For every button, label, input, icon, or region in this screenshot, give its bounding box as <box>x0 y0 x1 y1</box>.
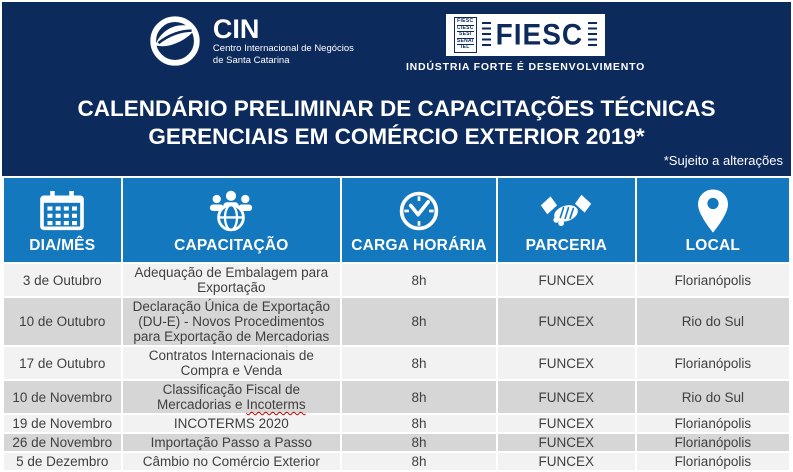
logos-row: CIN Centro Internacional de Negócios de … <box>2 14 791 88</box>
misspelled-word: Incoterms <box>246 397 306 412</box>
table-row: 5 de Dezembro Câmbio no Comércio Exterior… <box>4 453 789 470</box>
table-body: 3 de Outubro Adequação de Embalagem para … <box>4 264 789 470</box>
table-row: 10 de Novembro Classificação Fiscal de Me… <box>4 381 789 413</box>
cell-carga: 8h <box>342 264 496 296</box>
table-row: 10 de Outubro Declaração Única de Exporta… <box>4 298 789 345</box>
table-header: DIA/MÊS <box>4 178 789 262</box>
calendar-icon <box>40 185 85 237</box>
schedule-table: DIA/MÊS <box>2 176 791 472</box>
table-row: 26 de Novembro Importação Passo a Passo 8h… <box>4 434 789 451</box>
cell-dia: 19 de Novembro <box>4 415 121 432</box>
cin-globe-swoosh-icon <box>148 14 202 68</box>
cin-name-line2: de Santa Catarina <box>212 54 290 66</box>
column-header-label: PARCERIA <box>525 237 608 254</box>
header-band: CIN Centro Internacional de Negócios de … <box>2 2 791 176</box>
column-header-carga-horaria: CARGA HORÁRIA <box>342 178 496 262</box>
cell-parceria: FUNCEX <box>497 415 635 432</box>
fiesc-stripes-left <box>481 22 491 48</box>
cell-parceria: FUNCEX <box>497 434 635 451</box>
table-row: 17 de Outubro Contratos Internacionais de… <box>4 347 789 379</box>
cell-parceria: FUNCEX <box>497 264 635 296</box>
fiesc-system-entity: FIESC <box>456 18 474 26</box>
cin-logo: CIN Centro Internacional de Negócios de … <box>148 14 354 68</box>
cin-name-line1: Centro Internacional de Negócios <box>212 43 354 54</box>
column-header-local: LOCAL <box>636 178 789 262</box>
fiesc-system-entity: SESI <box>456 32 474 39</box>
cell-carga: 8h <box>342 434 496 451</box>
fiesc-logo: FIESC CIESC SESI SENAI IEL FIESC INDÚSTRIA F… <box>406 14 645 73</box>
cell-capacitacao: Câmbio no Comércio Exterior <box>122 453 341 470</box>
cell-dia: 10 de Outubro <box>4 298 121 345</box>
fiesc-tagline: INDÚSTRIA FORTE É DESENVOLVIMENTO <box>405 61 646 73</box>
cell-local: Florianópolis <box>636 434 789 451</box>
cell-local: Rio do Sul <box>636 381 789 413</box>
handshake-icon <box>540 185 592 237</box>
column-header-dia-mes: DIA/MÊS <box>4 178 121 262</box>
column-header-label: DIA/MÊS <box>29 237 96 254</box>
cell-capacitacao: Importação Passo a Passo <box>122 434 341 451</box>
table-row: 19 de Novembro INCOTERMS 2020 8h FUNCEX Flor… <box>4 415 789 432</box>
cell-capacitacao: INCOTERMS 2020 <box>122 415 341 432</box>
cell-carga: 8h <box>342 453 496 470</box>
cell-capacitacao: Declaração Única de Exportação (DU-E) - … <box>122 298 341 345</box>
column-header-capacitacao: CAPACITAÇÃO <box>122 178 341 262</box>
cell-carga: 8h <box>342 415 496 432</box>
people-globe-icon <box>207 185 255 237</box>
cell-capacitacao: Classificação Fiscal de Mercadorias e In… <box>122 381 341 413</box>
page-title: CALENDÁRIO PRELIMINAR DE CAPACITAÇÕES TÉ… <box>2 95 791 151</box>
clock-icon <box>396 185 442 237</box>
cell-parceria: FUNCEX <box>497 347 635 379</box>
cell-dia: 17 de Outubro <box>4 347 121 379</box>
cell-local: Rio do Sul <box>636 298 789 345</box>
fiesc-system-list: FIESC CIESC SESI SENAI IEL <box>453 17 477 53</box>
cin-acronym: CIN <box>212 14 260 44</box>
column-header-label: CARGA HORÁRIA <box>351 237 487 254</box>
fiesc-stripes-right <box>588 22 598 48</box>
cell-dia: 10 de Novembro <box>4 381 121 413</box>
column-header-label: LOCAL <box>685 237 741 254</box>
page-title-line2: GERENCIAIS EM COMÉRCIO EXTERIOR 2019* <box>148 124 645 149</box>
cell-parceria: FUNCEX <box>497 381 635 413</box>
cell-capacitacao: Adequação de Embalagem para Exportação <box>122 264 341 296</box>
fiesc-acronym: FIESC <box>495 18 584 51</box>
cell-carga: 8h <box>342 347 496 379</box>
table-row: 3 de Outubro Adequação de Embalagem para … <box>4 264 789 296</box>
fiesc-system-entity: CIESC <box>456 24 474 33</box>
cell-local: Florianópolis <box>636 347 789 379</box>
location-pin-icon <box>697 185 728 237</box>
cell-dia: 26 de Novembro <box>4 434 121 451</box>
fiesc-logo-box: FIESC CIESC SESI SENAI IEL FIESC <box>445 14 606 56</box>
cell-local: Florianópolis <box>636 415 789 432</box>
fiesc-system-entity: IEL <box>460 44 470 51</box>
cell-local: Florianópolis <box>636 264 789 296</box>
cell-capacitacao: Contratos Internacionais de Compra e Ven… <box>122 347 341 379</box>
cin-text: CIN Centro Internacional de Negócios de … <box>213 16 354 66</box>
cell-carga: 8h <box>342 298 496 345</box>
cell-dia: 3 de Outubro <box>4 264 121 296</box>
cell-carga: 8h <box>342 381 496 413</box>
subject-to-change-note: *Sujeito a alterações <box>663 153 783 168</box>
page-title-line1: CALENDÁRIO PRELIMINAR DE CAPACITAÇÕES TÉ… <box>77 96 716 121</box>
fiesc-system-entity: SENAI <box>456 37 474 46</box>
cell-local: Florianópolis <box>636 453 789 470</box>
column-header-parceria: PARCERIA <box>497 178 635 262</box>
column-header-label: CAPACITAÇÃO <box>174 237 289 254</box>
cell-parceria: FUNCEX <box>497 298 635 345</box>
cell-parceria: FUNCEX <box>497 453 635 470</box>
cell-dia: 5 de Dezembro <box>4 453 121 470</box>
